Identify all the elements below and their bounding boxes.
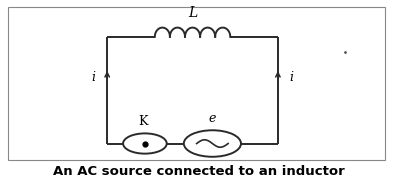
Circle shape — [184, 130, 241, 157]
Text: L: L — [188, 6, 197, 20]
Circle shape — [123, 133, 167, 154]
Text: An AC source connected to an inductor: An AC source connected to an inductor — [53, 165, 344, 178]
Bar — [8, 7, 385, 160]
Text: i: i — [290, 71, 294, 84]
Text: K: K — [138, 115, 148, 128]
Text: e: e — [209, 112, 216, 125]
Text: i: i — [91, 71, 95, 84]
